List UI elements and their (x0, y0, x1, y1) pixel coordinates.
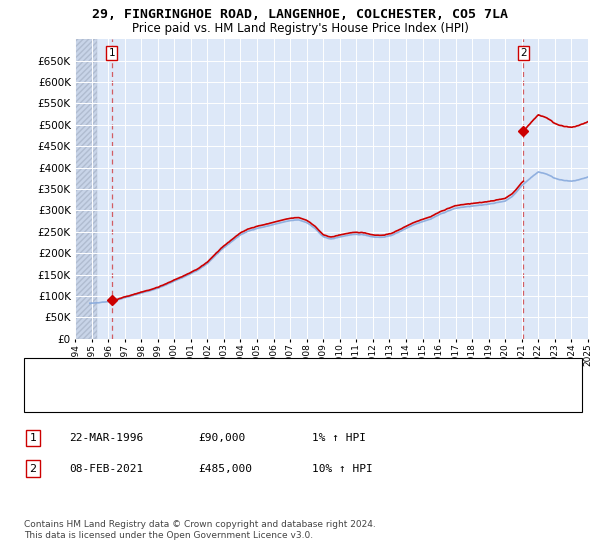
Text: 1% ↑ HPI: 1% ↑ HPI (312, 433, 366, 443)
Text: 29, FINGRINGHOE ROAD, LANGENHOE, COLCHESTER, CO5 7LA: 29, FINGRINGHOE ROAD, LANGENHOE, COLCHES… (92, 8, 508, 21)
Text: 08-FEB-2021: 08-FEB-2021 (69, 464, 143, 474)
Text: Price paid vs. HM Land Registry's House Price Index (HPI): Price paid vs. HM Land Registry's House … (131, 22, 469, 35)
Text: This data is licensed under the Open Government Licence v3.0.: This data is licensed under the Open Gov… (24, 531, 313, 540)
Text: 10% ↑ HPI: 10% ↑ HPI (312, 464, 373, 474)
Text: Contains HM Land Registry data © Crown copyright and database right 2024.: Contains HM Land Registry data © Crown c… (24, 520, 376, 529)
Text: 22-MAR-1996: 22-MAR-1996 (69, 433, 143, 443)
Text: HPI: Average price, detached house, Colchester: HPI: Average price, detached house, Colc… (72, 393, 342, 403)
Text: £485,000: £485,000 (198, 464, 252, 474)
Text: £90,000: £90,000 (198, 433, 245, 443)
Text: 1: 1 (109, 48, 115, 58)
Text: 1: 1 (29, 433, 37, 443)
Text: 2: 2 (29, 464, 37, 474)
Text: 2: 2 (520, 48, 527, 58)
Text: 29, FINGRINGHOE ROAD, LANGENHOE, COLCHESTER, CO5 7LA (detached house): 29, FINGRINGHOE ROAD, LANGENHOE, COLCHES… (72, 368, 478, 379)
